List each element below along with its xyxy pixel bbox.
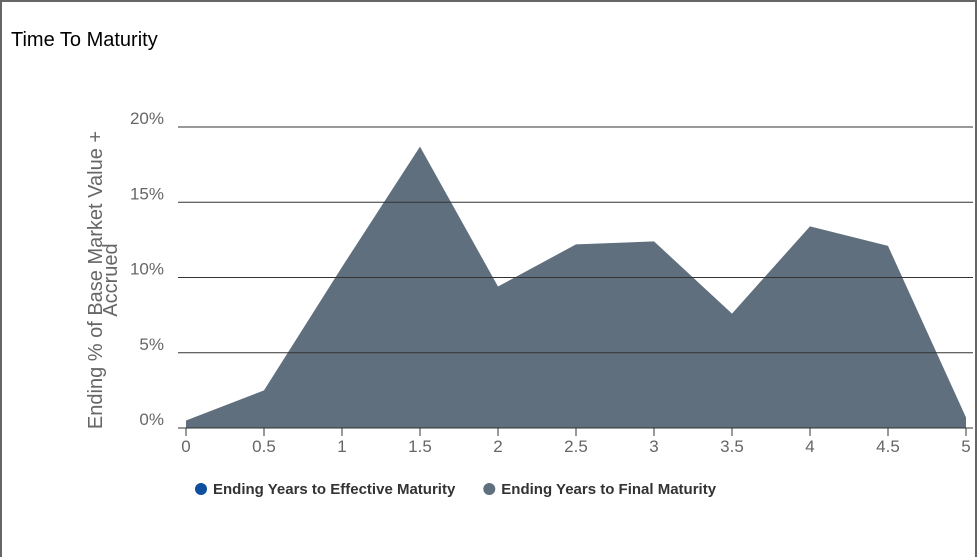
y-tick-label: 15% (130, 184, 164, 203)
x-tick-label: 4 (805, 437, 814, 456)
y-tick-label: 0% (139, 410, 164, 429)
y-tick-label: 5% (139, 335, 164, 354)
chart-title: Time To Maturity (11, 29, 158, 51)
x-tick-label: 2.5 (564, 437, 588, 456)
x-tick-label: 0 (181, 437, 190, 456)
x-tick-label: 5 (961, 437, 970, 456)
x-tick-label: 3 (649, 437, 658, 456)
y-axis-label: Ending % of Base Market Value + Accrued (85, 130, 122, 430)
legend-marker (195, 483, 207, 495)
y-tick-label: 20% (130, 109, 164, 128)
x-tick-label: 1.5 (408, 437, 432, 456)
legend-label: Ending Years to Final Maturity (501, 481, 716, 498)
x-tick-label: 0.5 (252, 437, 276, 456)
area (186, 146, 966, 428)
x-tick-label: 3.5 (720, 437, 744, 456)
legend-label: Ending Years to Effective Maturity (213, 481, 456, 498)
x-tick-label: 1 (337, 437, 346, 456)
y-tick-label: 10% (130, 260, 164, 279)
x-tick-label: 2 (493, 437, 502, 456)
x-tick-label: 4.5 (876, 437, 900, 456)
legend-marker (483, 483, 496, 495)
